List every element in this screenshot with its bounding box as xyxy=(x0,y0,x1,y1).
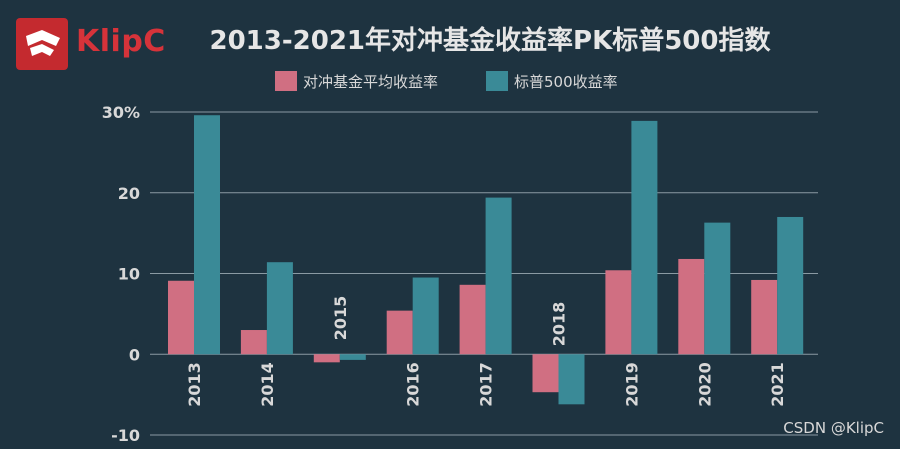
legend-item-sp500: 标普500收益率 xyxy=(486,71,618,92)
bar-hedge xyxy=(678,258,705,355)
bar-hedge xyxy=(168,280,194,355)
bar-sp500 xyxy=(266,262,293,355)
x-tick-label: 2021 xyxy=(768,362,787,407)
legend-item-hedge: 对冲基金平均收益率 xyxy=(275,71,438,92)
x-tick-label: 2014 xyxy=(258,362,277,407)
legend-label-sp500: 标普500收益率 xyxy=(514,72,618,91)
bar-hedge xyxy=(386,310,413,355)
y-tick-label: 20 xyxy=(118,184,140,203)
legend-swatch-hedge xyxy=(275,71,297,91)
bar-hedge xyxy=(751,279,778,355)
x-tick-label: 2013 xyxy=(185,362,204,407)
bar-hedge xyxy=(240,330,267,355)
x-tick-label: 2017 xyxy=(477,362,496,407)
bar-sp500 xyxy=(631,120,658,355)
chart-title: 2013-2021年对冲基金收益率PK标普500指数 xyxy=(209,26,771,56)
legend-label-hedge: 对冲基金平均收益率 xyxy=(303,72,439,91)
x-tick-label: 2019 xyxy=(622,362,641,407)
y-tick-label: -10 xyxy=(111,426,140,445)
bar-sp500 xyxy=(558,354,585,405)
y-tick-label: 10 xyxy=(118,265,140,284)
bar-sp500 xyxy=(194,115,220,355)
legend: 对冲基金平均收益率 标普500收益率 xyxy=(275,70,666,92)
klipc-logo: KlipC xyxy=(16,18,176,70)
x-tick-label: 2020 xyxy=(695,362,714,407)
bar-sp500 xyxy=(339,354,366,360)
bar-hedge xyxy=(459,284,486,355)
y-tick-label: 30% xyxy=(102,103,140,122)
logo-badge-icon xyxy=(16,18,68,70)
watermark: CSDN @KlipC xyxy=(783,419,884,437)
y-tick-label: 0 xyxy=(129,345,140,364)
bar-hedge xyxy=(605,270,632,355)
bar-sp500 xyxy=(412,277,439,355)
bar-sp500 xyxy=(704,222,731,355)
bar-sp500 xyxy=(777,216,804,355)
bar-hedge xyxy=(313,354,340,363)
bar-sp500 xyxy=(485,197,512,355)
x-tick-label: 2018 xyxy=(550,302,569,347)
bar-hedge xyxy=(532,354,559,393)
x-tick-label: 2015 xyxy=(331,296,350,341)
brand-name: KlipC xyxy=(76,24,166,59)
legend-swatch-sp500 xyxy=(486,71,509,91)
x-tick-label: 2016 xyxy=(404,362,423,407)
